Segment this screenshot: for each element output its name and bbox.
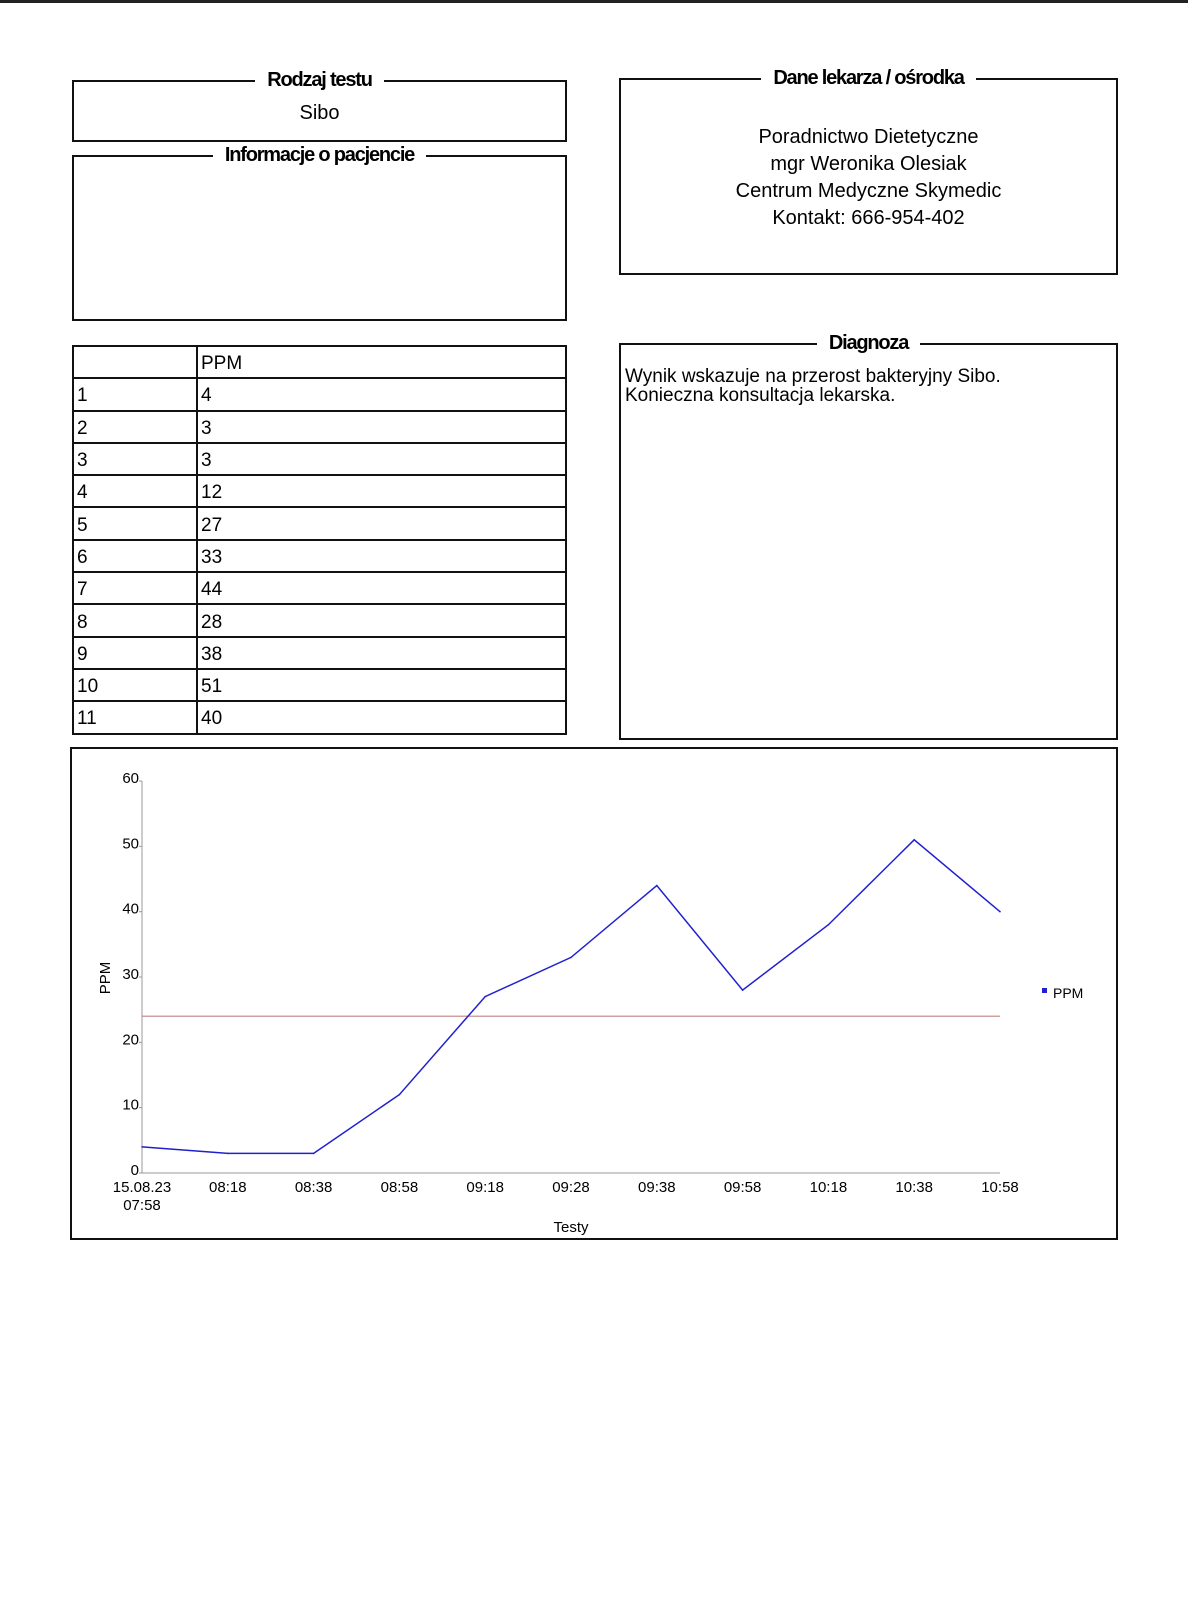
index-cell [72,344,198,380]
index-cell: 7 [72,571,198,606]
test-type-value: Sibo [299,102,340,124]
index-cell: 11 [72,700,198,735]
ppm-table: PPM 1 4 2 3 3 3 4 12 5 27 6 33 7 44 8 28 9 38 10 51 11 40 [72,344,567,735]
ppm-cell: 3 [196,409,567,444]
doctor-box: Dane lekarza / ośrodka Poradnictwo Diete… [619,67,1118,275]
table-row: 6 33 [72,538,567,574]
table-row: 7 44 [72,571,567,606]
ppm-cell: 40 [196,700,567,735]
index-cell: 6 [72,538,198,574]
table-header: PPM [72,344,567,380]
test-type-box: Rodzaj testu Sibo [72,69,567,142]
diagnosis-box: Diagnoza Wynik wskazuje na przerost bakt… [619,332,1118,740]
diagnosis-line: Wynik wskazuje na przerost bakteryjny Si… [625,366,1001,387]
index-cell: 2 [72,409,198,444]
ppm-cell: 3 [196,441,567,477]
table-row: 4 12 [72,474,567,509]
index-cell: 10 [72,667,198,703]
index-cell: 3 [72,441,198,477]
index-cell: 4 [72,474,198,509]
ppm-cell: 12 [196,474,567,509]
chart-box [70,747,1118,1240]
table-row: 9 38 [72,635,567,670]
top-border [0,0,1188,3]
ppm-cell: 28 [196,603,567,638]
doctor-line: Kontakt: 666-954-402 [772,207,965,229]
test-type-title: Rodzaj testu [255,69,384,91]
doctor-line: mgr Weronika Olesiak [770,153,967,175]
index-cell: 8 [72,603,198,638]
patient-info-title: Informacje o pacjencie [212,144,427,166]
index-cell: 5 [72,506,198,541]
doctor-title: Dane lekarza / ośrodka [761,67,976,89]
table-row: 5 27 [72,506,567,541]
table-row: 10 51 [72,667,567,703]
ppm-cell: 4 [196,377,567,412]
ppm-cell: 27 [196,506,567,541]
ppm-cell: 33 [196,538,567,574]
patient-info-box: Informacje o pacjencie [72,144,567,321]
ppm-cell: PPM [196,344,567,380]
table-row: 8 28 [72,603,567,638]
diagnosis-line: Konieczna konsultacja lekarska. [625,385,896,406]
diagnosis-title: Diagnoza [816,332,921,354]
doctor-line: Poradnictwo Dietetyczne [758,126,979,148]
ppm-cell: 51 [196,667,567,703]
index-cell: 1 [72,377,198,412]
index-cell: 9 [72,635,198,670]
ppm-cell: 44 [196,571,567,606]
doctor-line: Centrum Medyczne Skymedic [735,180,1002,202]
table-row: 11 40 [72,700,567,735]
ppm-cell: 38 [196,635,567,670]
